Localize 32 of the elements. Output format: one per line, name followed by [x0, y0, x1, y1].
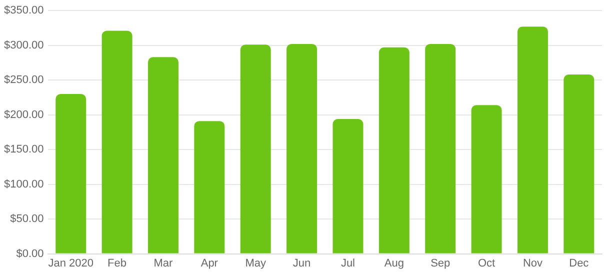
bar [471, 105, 502, 254]
bar [194, 121, 225, 254]
bar [286, 44, 318, 254]
y-tick-label: $200.00 [4, 108, 44, 121]
y-tick-label: $250.00 [4, 74, 44, 86]
x-tick-label: Apr [200, 257, 218, 270]
x-tick-label: Mar [154, 257, 174, 270]
x-tick-label: Jul [340, 257, 356, 270]
bar [564, 74, 594, 254]
y-tick-label: $300.00 [4, 39, 44, 52]
bar [378, 47, 410, 254]
x-tick-label: Dec [569, 257, 590, 270]
y-tick-label: $50.00 [10, 213, 44, 226]
y-tick-label: $100.00 [4, 178, 44, 190]
x-tick-label: Nov [522, 257, 543, 270]
bar [517, 26, 548, 254]
x-tick-label: May [245, 257, 266, 270]
x-tick-label: Jan 2020 [48, 257, 94, 270]
y-tick-label: $350.00 [4, 4, 44, 17]
bar [102, 30, 132, 254]
bar [148, 57, 178, 254]
bar [240, 44, 271, 254]
bar [425, 44, 456, 254]
x-tick-label: Jun [292, 257, 311, 270]
x-tick-label: Feb [108, 257, 127, 270]
y-tick-label: $0.00 [16, 248, 44, 260]
x-tick-label: Sep [430, 257, 450, 270]
bar [56, 94, 86, 254]
x-tick-label: Aug [384, 257, 404, 270]
x-tick-label: Oct [478, 257, 496, 270]
y-tick-label: $150.00 [4, 144, 44, 156]
bar [332, 119, 364, 254]
